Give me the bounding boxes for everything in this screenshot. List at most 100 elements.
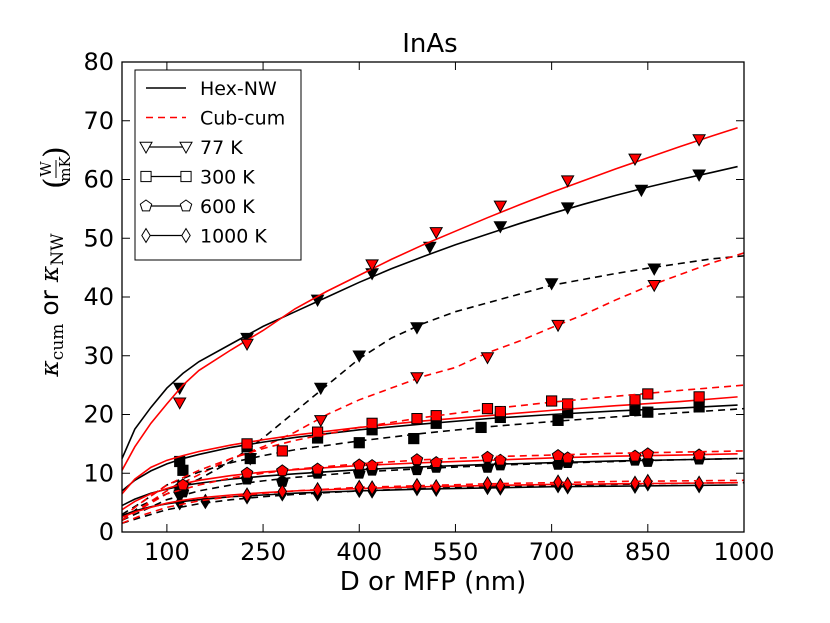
data-point: [412, 477, 422, 494]
data-point: [628, 153, 642, 166]
y-unit-denominator: mK: [56, 155, 74, 181]
y-axis-title-text: κcum or κNW: [35, 233, 68, 378]
data-point: [553, 474, 563, 490]
y-axis-unit: ( W mK ): [37, 146, 74, 189]
series-line: [121, 255, 745, 521]
y-unit-paren-open: (: [38, 177, 73, 189]
legend-entry-label: 600 K: [200, 196, 255, 218]
x-tick-label: 850: [625, 538, 671, 566]
legend-box: [134, 69, 302, 261]
data-point: [172, 397, 187, 410]
y-tick-label: 10: [83, 459, 114, 487]
data-point: [480, 352, 495, 365]
data-point: [311, 426, 324, 438]
series-layer: [121, 127, 745, 524]
data-point: [367, 480, 377, 496]
series-line: [121, 127, 738, 471]
y-unit-numerator: W: [37, 161, 55, 177]
data-point: [551, 319, 565, 333]
data-point: [482, 475, 493, 492]
x-tick-label: 100: [144, 538, 190, 566]
y-or: or: [35, 282, 64, 323]
data-point: [493, 221, 508, 234]
data-point: [177, 464, 189, 476]
y-tick-label: 50: [83, 224, 114, 252]
series-5: [121, 406, 745, 516]
series-line: [121, 252, 745, 521]
y-sub-cum: cum: [48, 324, 68, 361]
data-point: [647, 263, 662, 276]
data-point: [546, 395, 558, 407]
y-tick-label: 80: [83, 48, 114, 76]
series-line: [121, 479, 745, 524]
x-tick-label: 250: [240, 538, 286, 566]
y-tick-label: 30: [83, 342, 114, 370]
legend-entry-label: 77 K: [200, 137, 243, 159]
data-point: [410, 372, 424, 385]
data-point: [408, 432, 420, 445]
data-point: [410, 453, 424, 466]
data-point: [366, 417, 378, 429]
data-point: [494, 405, 506, 418]
series-line: [121, 404, 738, 492]
ticks-layer: 100 250 400 550 700 850 1000 0 10 20 30 40 50 60 70 80: [83, 48, 774, 566]
y-unit-paren-close: ): [38, 146, 73, 158]
data-point: [365, 259, 379, 272]
legend-entry-label: 1000 K: [200, 226, 267, 248]
data-point: [647, 279, 662, 293]
data-point: [410, 322, 424, 335]
series-0: [121, 165, 738, 459]
data-point: [642, 388, 654, 400]
series-6: [121, 391, 738, 495]
data-point: [642, 406, 654, 418]
data-point: [641, 447, 655, 460]
legend-entry-label: 300 K: [200, 167, 255, 189]
data-point: [176, 478, 190, 491]
y-tick-label: 20: [83, 401, 114, 429]
plot-frame: [121, 61, 745, 533]
data-point: [643, 473, 653, 490]
data-point: [629, 394, 641, 406]
data-point: [481, 450, 494, 463]
y-tick-label: 40: [83, 283, 114, 311]
legend-marker: [180, 170, 192, 183]
series-line: [121, 396, 738, 495]
series-line: [121, 165, 738, 459]
data-point: [276, 464, 289, 477]
x-tick-label: 400: [336, 538, 382, 566]
data-point: [241, 438, 253, 450]
y-kappa-1: κ: [35, 360, 64, 378]
data-point: [312, 481, 323, 498]
y-kappa-2: κ: [35, 265, 64, 283]
y-tick-label: 0: [99, 518, 114, 546]
series-2: [121, 127, 738, 471]
data-point: [313, 382, 328, 396]
data-point: [560, 202, 575, 215]
data-point: [411, 413, 423, 425]
data-point: [352, 458, 366, 471]
data-point: [544, 278, 559, 291]
data-point: [692, 169, 706, 182]
legend-marker: [179, 141, 193, 155]
legend-marker: [141, 227, 151, 244]
legend: Hex-NW Cub-cum 77 K 300 K 600 K 1000 K: [134, 69, 302, 261]
data-point: [277, 483, 288, 500]
data-point: [429, 227, 444, 240]
data-point: [551, 449, 565, 461]
data-point: [560, 175, 575, 188]
data-point: [431, 478, 441, 495]
data-point: [481, 460, 494, 473]
data-point: [240, 338, 254, 352]
data-point: [693, 401, 705, 413]
data-point: [244, 452, 256, 465]
legend-marker: [139, 199, 153, 212]
x-tick-label: 1000: [713, 538, 774, 566]
legend-marker: [179, 199, 193, 212]
x-axis-title: D or MFP (nm): [340, 567, 527, 597]
data-point: [551, 457, 565, 470]
data-point: [475, 421, 487, 434]
legend-marker: [140, 170, 152, 183]
y-sub-nw: NW: [48, 233, 68, 266]
